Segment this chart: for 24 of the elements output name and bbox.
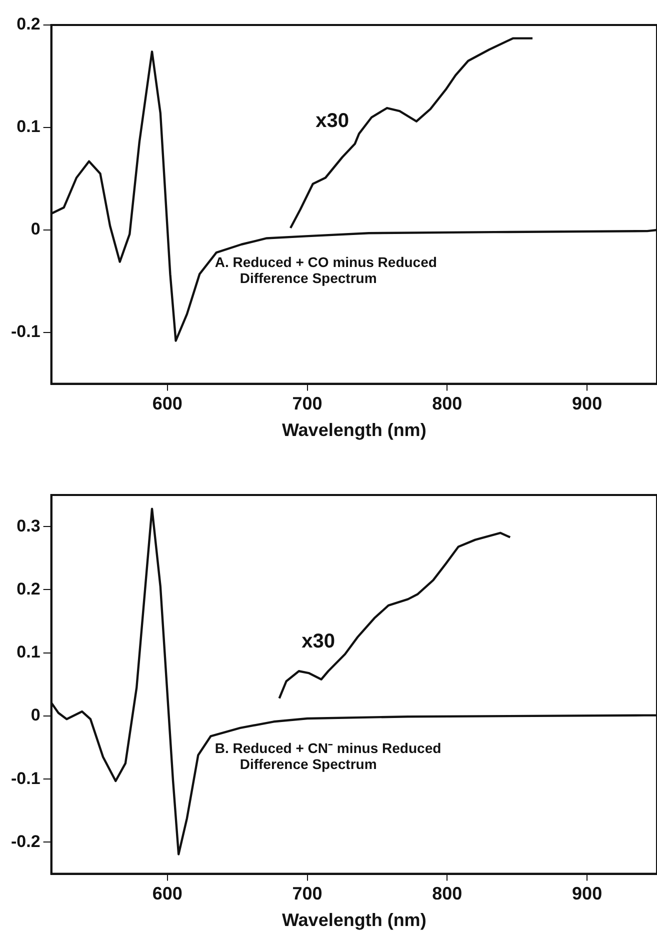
annotation: x30: [316, 110, 350, 132]
x-tick-label: 700: [292, 884, 322, 904]
x-tick-label: 600: [152, 884, 182, 904]
x-axis-title: Wavelength (nm): [282, 420, 426, 440]
x-tick-label: 800: [432, 884, 462, 904]
x-tick-label: 600: [152, 394, 182, 414]
y-tick-label: 0.2: [16, 14, 40, 34]
annotation: x30: [302, 630, 336, 653]
x-tick-label: 700: [292, 394, 322, 414]
annotation: A. Reduced + CO minus Reduced Difference Spectrum: [214, 254, 437, 286]
x-tick-label: 900: [572, 394, 602, 414]
y-tick-label: 0: [30, 220, 40, 239]
x-tick-label: 800: [432, 394, 462, 414]
y-tick-label: 0.3: [16, 516, 40, 536]
y-tick-label: -0.1: [10, 768, 40, 788]
annotation: B. Reduced + CN⁻ minus Reduced Difference Spectrum: [214, 740, 442, 772]
y-tick-label: 0.2: [16, 579, 40, 598]
x-tick-label: 900: [572, 884, 602, 904]
y-tick-label: 0: [30, 706, 40, 725]
y-tick-label: -0.2: [10, 832, 40, 851]
y-tick-label: -0.1: [10, 322, 40, 342]
x-axis-title: Wavelength (nm): [282, 910, 426, 930]
y-tick-label: 0.1: [16, 117, 40, 136]
y-tick-label: 0.1: [16, 642, 40, 662]
